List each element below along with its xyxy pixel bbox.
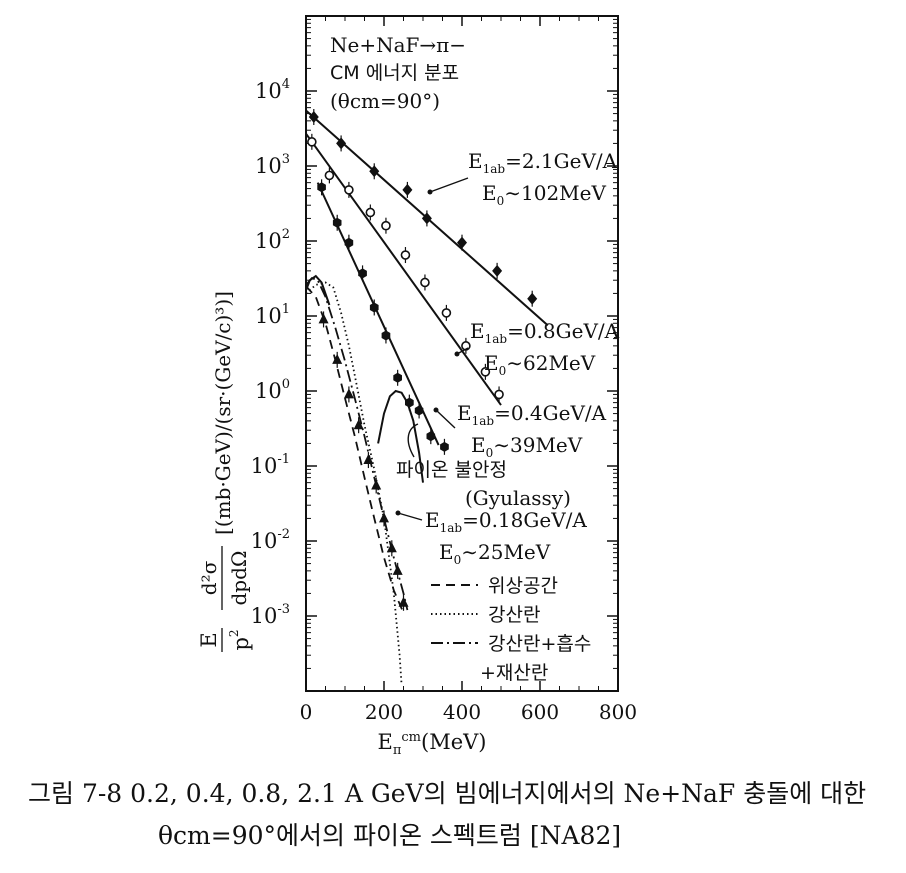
- data-point-series-0: [457, 236, 467, 249]
- series-label-1-line-1: E0∼62MeV: [484, 351, 596, 378]
- series-label-2-line-1: E0∼39MeV: [471, 433, 583, 460]
- y-tick-label: 10-1: [251, 452, 290, 478]
- data-point-series-0: [402, 183, 413, 196]
- data-point-series-2: [317, 182, 326, 193]
- series-label-1-line-0: E1ab=0.8GeV/A: [470, 319, 620, 346]
- y-tick-label: 104: [255, 77, 290, 103]
- data-point-series-3: [386, 542, 397, 553]
- data-point-series-0: [527, 292, 538, 305]
- chart-title-line-3: (θcm=90°): [330, 89, 440, 113]
- data-point-series-2: [332, 217, 342, 228]
- legend-label-3: +재산란: [480, 662, 548, 684]
- spectrum-chart: 0 200 400 600 800 104 103 102 101 100 10-1 10-2 10-3…: [197, 15, 637, 758]
- data-point-series-2: [344, 237, 354, 248]
- annotation-instability-line-2: (Gyulassy): [465, 486, 571, 510]
- data-point-series-2: [381, 330, 391, 341]
- data-point-series-1: [307, 137, 317, 147]
- chart-svg: 0 200 400 600 800 104 103 102 101 100 10-1 10-2 10-3…: [197, 15, 637, 758]
- y-tick-label: 101: [255, 302, 290, 328]
- series-label-arrowhead-1: [454, 351, 460, 357]
- series-label-0-line-0: E1ab=2.1GeV/A: [468, 149, 618, 176]
- y-tick-label: 10-2: [251, 527, 290, 553]
- data-point-series-2: [393, 372, 402, 383]
- y-label-p2: p2: [227, 629, 253, 650]
- series-label-arrow-0: [429, 177, 469, 193]
- y-label-den: dpdΩ: [227, 551, 251, 606]
- series-label-3-line-0: E1ab=0.18GeV/A: [425, 508, 587, 535]
- data-point-series-1: [365, 207, 376, 218]
- data-point-series-1: [400, 250, 411, 260]
- data-point-series-0: [421, 212, 432, 225]
- data-point-series-3: [318, 313, 329, 324]
- data-point-series-2: [426, 431, 436, 442]
- y-tick-label: 102: [255, 227, 290, 253]
- caption-line-2: θcm=90°에서의 파이온 스펙트럼 [NA82]: [158, 821, 622, 850]
- theory-curve-dotted: [305, 281, 403, 686]
- data-point-series-1: [344, 185, 354, 195]
- data-point-series-0: [369, 165, 380, 178]
- series-label-0-line-1: E0∼102MeV: [482, 181, 606, 208]
- theory-curve-dashdot: [305, 277, 409, 611]
- annotation-instability-arrow: [407, 423, 419, 458]
- data-point-series-2: [358, 268, 367, 279]
- data-point-series-2: [440, 441, 449, 452]
- x-tick-label: 600: [521, 700, 559, 724]
- chart-title-line-1: Ne+NaF→π−: [330, 33, 466, 57]
- fit-line-series-1: [305, 133, 502, 406]
- y-tick-label: 100: [255, 377, 290, 403]
- series-label-arrowhead-0: [427, 189, 433, 195]
- data-point-series-3: [392, 564, 403, 575]
- data-point-series-0: [492, 264, 503, 277]
- data-point-series-3: [398, 596, 409, 607]
- data-point-series-3: [353, 419, 364, 430]
- y-tick-label: 10-3: [251, 602, 290, 628]
- chart-title-line-2: CM 에너지 분포: [330, 62, 459, 84]
- series-label-arrowhead-2: [433, 407, 439, 413]
- series-label-3-line-1: E0∼25MeV: [439, 540, 551, 567]
- y-tick-label: 103: [255, 152, 290, 178]
- data-point-series-3: [371, 479, 382, 490]
- legend-label-0: 위상공간: [488, 575, 558, 597]
- legend-label-2: 강산란+흡수: [488, 633, 591, 655]
- data-point-series-1: [381, 220, 391, 231]
- y-label-num: d²σ: [197, 560, 221, 595]
- caption-line-1: 그림 7-8 0.2, 0.4, 0.8, 2.1 A GeV의 빔에너지에서의…: [28, 779, 867, 808]
- y-label-e: E: [197, 632, 221, 647]
- data-point-series-2: [369, 302, 379, 313]
- data-point-series-2: [414, 405, 424, 416]
- data-point-series-3: [343, 388, 354, 399]
- series-label-arrow-2: [435, 409, 456, 429]
- x-tick-label: 0: [300, 700, 313, 724]
- data-point-series-0: [336, 137, 347, 150]
- data-point-series-3: [363, 454, 374, 465]
- y-label-units: [(mb·GeV)/(sr·(GeV/c)³)]: [211, 291, 235, 535]
- data-point-series-1: [441, 308, 452, 318]
- data-point-series-1: [420, 277, 430, 288]
- theory-curve-solid: [377, 389, 424, 483]
- data-point-series-3: [332, 353, 343, 364]
- data-point-series-0: [308, 111, 319, 124]
- theory-curve-dashed: [305, 285, 405, 614]
- figure-caption: 그림 7-8 0.2, 0.4, 0.8, 2.1 A GeV의 빔에너지에서의…: [0, 772, 906, 872]
- x-axis-label: Eπcm(MeV): [378, 730, 487, 758]
- series-label-arrowhead-3: [395, 510, 401, 516]
- x-tick-label: 200: [365, 700, 403, 724]
- data-point-series-3: [379, 512, 389, 523]
- x-tick-label: 800: [599, 700, 637, 724]
- annotation-instability-line-1: 파이온 불안정: [396, 459, 507, 481]
- series-label-arrow-3: [397, 512, 423, 521]
- legend-label-1: 강산란: [488, 604, 540, 626]
- data-point-series-2: [405, 397, 414, 408]
- data-point-series-1: [494, 389, 504, 400]
- data-point-series-1: [324, 170, 335, 181]
- theory-curve-solid: [305, 274, 331, 306]
- data-point-series-1: [480, 367, 491, 377]
- series-label-2-line-0: E1ab=0.4GeV/A: [457, 401, 607, 428]
- x-tick-label: 400: [443, 700, 481, 724]
